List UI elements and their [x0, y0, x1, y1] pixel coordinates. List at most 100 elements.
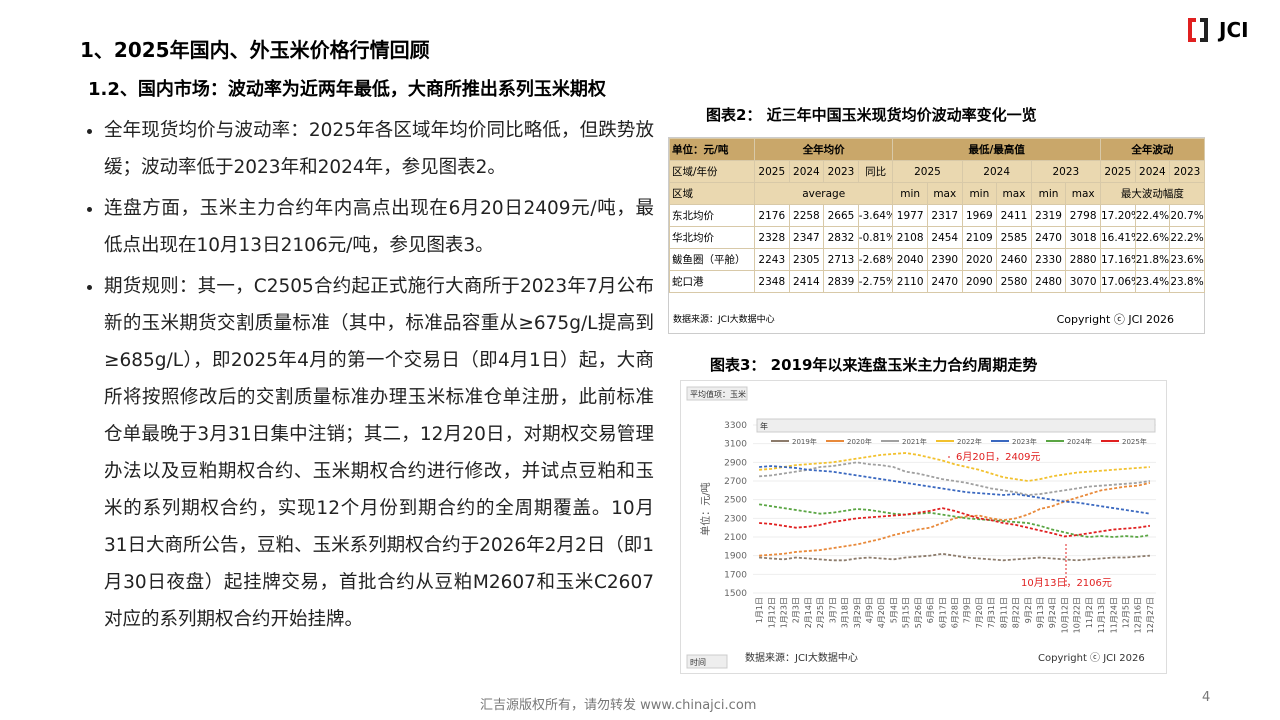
- data-row: 华北均价 2328 2347 2832 -0.81% 2108 2454 2109 2585 24…: [669, 226, 1205, 249]
- control-button: [686, 654, 728, 669]
- series-line: [759, 461, 1151, 496]
- table-source: 数据来源：JCI大数据中心: [673, 315, 775, 325]
- cell: 2411: [996, 204, 1032, 227]
- cell: 2020: [961, 248, 998, 271]
- control-label: 年: [760, 421, 768, 431]
- cell: 1969: [961, 204, 998, 227]
- bullet-area: 全年现货均价与波动率：2025年各区域年均价同比略低，但跌势放缓；波动率低于20…: [82, 112, 654, 642]
- x-tick-label: 8月22日: [1012, 597, 1021, 628]
- cell: 2319: [1030, 204, 1067, 227]
- y-tick-label: 2100: [724, 533, 747, 543]
- header-cell: max: [926, 182, 963, 205]
- cell: 东北均价: [669, 204, 755, 227]
- cell: 2330: [1030, 248, 1067, 271]
- data-row: 蛇口港 2348 2414 2839 -2.75% 2110 2470 2090 2580 248…: [669, 270, 1205, 293]
- y-tick-label: 3300: [724, 421, 747, 431]
- slide-subtitle: 1.2、国内市场：波动率为近两年最低，大商所推出系列玉米期权: [88, 79, 606, 100]
- cell: 蛇口港: [669, 270, 755, 293]
- cell: 22.4%: [1134, 204, 1171, 227]
- header-cell: 全年波动: [1100, 138, 1205, 161]
- x-tick-label: 8月11日: [999, 597, 1008, 628]
- control-button: [756, 418, 1156, 433]
- header-cell: 单位：元/吨: [669, 138, 755, 161]
- x-tick-label: 9月13日: [1036, 597, 1045, 628]
- cell: 2832: [823, 226, 859, 249]
- cell: -2.75%: [857, 270, 894, 293]
- cell: 17.20%: [1100, 204, 1136, 227]
- x-tick-label: 3月7日: [828, 597, 837, 623]
- y-tick-label: 1900: [724, 552, 747, 562]
- legend-label: 2022年: [957, 437, 982, 446]
- legend-label: 2025年: [1122, 437, 1147, 446]
- cell: 3018: [1065, 226, 1101, 249]
- x-tick-label: 6月6日: [926, 597, 935, 623]
- chart-copyright: Copyright ⓒ JCI 2026: [1038, 652, 1145, 664]
- cell: -3.64%: [857, 204, 894, 227]
- cell: 23.6%: [1169, 248, 1205, 271]
- header-cell: 2023: [1030, 160, 1102, 183]
- control-label: 时间: [690, 657, 706, 667]
- cell: 2109: [961, 226, 998, 249]
- page-number: 4: [1202, 690, 1211, 705]
- cell: 2110: [892, 270, 928, 293]
- x-tick-label: 2月14日: [804, 597, 813, 628]
- y-tick-label: 2900: [724, 458, 747, 468]
- x-tick-label: 1月12日: [767, 597, 776, 628]
- cell: 21.8%: [1134, 248, 1171, 271]
- header-cell: 2024: [961, 160, 1032, 183]
- x-tick-label: 4月9日: [865, 597, 874, 623]
- legend-label: 2021年: [902, 437, 927, 446]
- bullet: 连盘方面，玉米主力合约年内高点出现在6月20日2409元/吨，最低点出现在10月…: [104, 190, 654, 264]
- slide-title: 1、2025年国内、外玉米价格行情回顾: [80, 38, 430, 62]
- data-row: 东北均价 2176 2258 2665 -3.64% 1977 2317 1969 2411 23…: [669, 204, 1205, 227]
- legend-label: 2019年: [792, 437, 817, 446]
- y-tick-label: 1500: [724, 589, 747, 599]
- x-tick-label: 2月3日: [792, 597, 801, 623]
- x-tick-label: 5月26日: [914, 597, 923, 628]
- header-cell: 区域/年份: [669, 160, 755, 183]
- chart-source: 数据来源：JCI大数据中心: [745, 651, 858, 664]
- legend-label: 2020年: [847, 437, 872, 446]
- cell: 2839: [823, 270, 859, 293]
- x-tick-label: 11月13日: [1097, 597, 1106, 633]
- header-cell: 同比: [857, 160, 894, 183]
- logo-text: JCI: [1219, 18, 1249, 42]
- x-tick-label: 3月18日: [841, 597, 850, 628]
- x-tick-label: 1月23日: [780, 597, 789, 628]
- cell: 23.4%: [1134, 270, 1171, 293]
- cell: 2347: [788, 226, 825, 249]
- data-table: 单位：元/吨 全年均价 最低/最高值 全年波动 区域/年份 2025 2024 2023 同比 2…: [669, 138, 1205, 293]
- cell: 2460: [996, 248, 1032, 271]
- x-tick-label: 9月2日: [1024, 597, 1033, 623]
- series-line: [759, 465, 1151, 515]
- annotation: 6月20日，2409元: [956, 451, 1041, 463]
- header-cell: 全年均价: [753, 138, 894, 161]
- x-tick-label: 11月24日: [1109, 597, 1118, 633]
- x-tick-label: 12月16日: [1134, 597, 1143, 633]
- cell: 2305: [788, 248, 825, 271]
- header-cell: 最低/最高值: [892, 138, 1101, 161]
- table-title: 图表2： 近三年中国玉米现货均价波动率变化一览: [706, 106, 1037, 124]
- y-axis-label: 单位：元/吨: [699, 482, 712, 535]
- y-tick-label: 1700: [724, 570, 747, 580]
- y-tick-label: 2500: [724, 496, 747, 506]
- y-tick-label: 2700: [724, 477, 747, 487]
- cell: 2470: [926, 270, 963, 293]
- logo: JCI: [1186, 16, 1249, 44]
- table-copyright: Copyright ⓒ JCI 2026: [1056, 313, 1174, 326]
- x-tick-label: 7月9日: [963, 597, 972, 623]
- header-cell: max: [996, 182, 1032, 205]
- header-row: 单位：元/吨 全年均价 最低/最高值 全年波动: [669, 138, 1205, 161]
- footer-text: 汇吉源版权所有，请勿转发 www.chinajci.com: [480, 698, 757, 713]
- bullet: 全年现货均价与波动率：2025年各区域年均价同比略低，但跌势放缓；波动率低于20…: [104, 112, 654, 186]
- cell: 2090: [961, 270, 998, 293]
- x-tick-label: 2月25日: [816, 597, 825, 628]
- cell: 2243: [754, 248, 790, 271]
- cell: 17.16%: [1100, 248, 1136, 271]
- cell: 2880: [1065, 248, 1101, 271]
- bullet-list: 全年现货均价与波动率：2025年各区域年均价同比略低，但跌势放缓；波动率低于20…: [82, 112, 654, 638]
- cell: 2108: [892, 226, 928, 249]
- cell: 22.6%: [1134, 226, 1171, 249]
- header-cell: 2025: [892, 160, 963, 183]
